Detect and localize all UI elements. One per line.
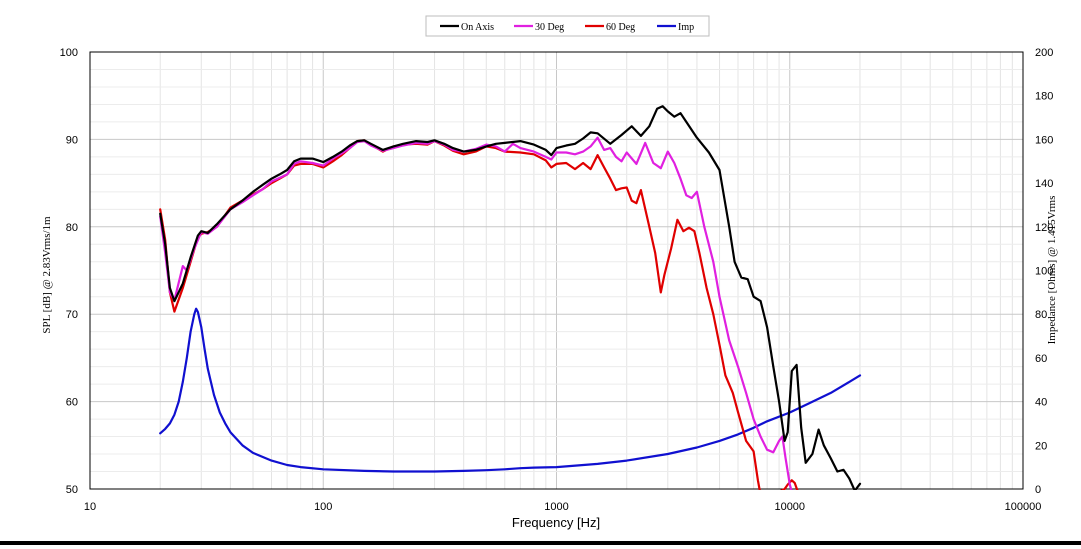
y-axis-label: SPL [dB] @ 2.83Vrms/1m (41, 216, 53, 334)
y-tick-label: 60 (66, 397, 78, 409)
y-tick-label: 70 (66, 309, 78, 321)
legend-box (425, 15, 710, 37)
series-line-imp (159, 307, 862, 473)
y2-tick-label: 0 (1035, 484, 1041, 496)
bottom-border (0, 541, 1081, 545)
y2-tick-label: 60 (1035, 353, 1047, 365)
y-tick-label: 80 (66, 222, 78, 234)
series-lines (159, 105, 862, 490)
legend-label-60-deg: 60 Deg (606, 22, 635, 33)
y2-tick-label: 40 (1035, 397, 1047, 409)
x-tick-label: 10000 (774, 501, 805, 513)
y2-tick-label: 140 (1035, 178, 1053, 190)
tick-labels: 10 100 1000 10000 10000050607080901000204060… (60, 47, 1054, 513)
legend: On Axis 30 Deg 60 Deg Imp (425, 15, 710, 37)
y2-tick-label: 100 (1035, 266, 1053, 278)
series-line-30-deg (159, 136, 793, 490)
legend-label-30-deg: 30 Deg (535, 22, 564, 33)
y-tick-label: 90 (66, 134, 78, 146)
x-tick-label: 100000 (1005, 501, 1042, 513)
y2-tick-label: 200 (1035, 47, 1053, 59)
y-tick-label: 100 (60, 47, 78, 59)
y2-axis-label: Impedance [Ohms] @ 1.415Vrms (1046, 196, 1058, 345)
y2-tick-label: 20 (1035, 440, 1047, 452)
y2-tick-label: 120 (1035, 222, 1053, 234)
series-line-on-axis (159, 105, 862, 490)
plot-frame (89, 51, 1024, 490)
x-tick-label: 1000 (544, 501, 568, 513)
x-tick-label: 10 (84, 501, 96, 513)
legend-label-on-axis: On Axis (461, 22, 494, 33)
y2-tick-label: 180 (1035, 91, 1053, 103)
legend-label-imp: Imp (678, 22, 694, 33)
y2-tick-label: 80 (1035, 309, 1047, 321)
x-axis-label: Frequency [Hz] (512, 515, 600, 530)
x-tick-label: 100 (314, 501, 332, 513)
y2-tick-label: 160 (1035, 134, 1053, 146)
y-tick-label: 50 (66, 484, 78, 496)
